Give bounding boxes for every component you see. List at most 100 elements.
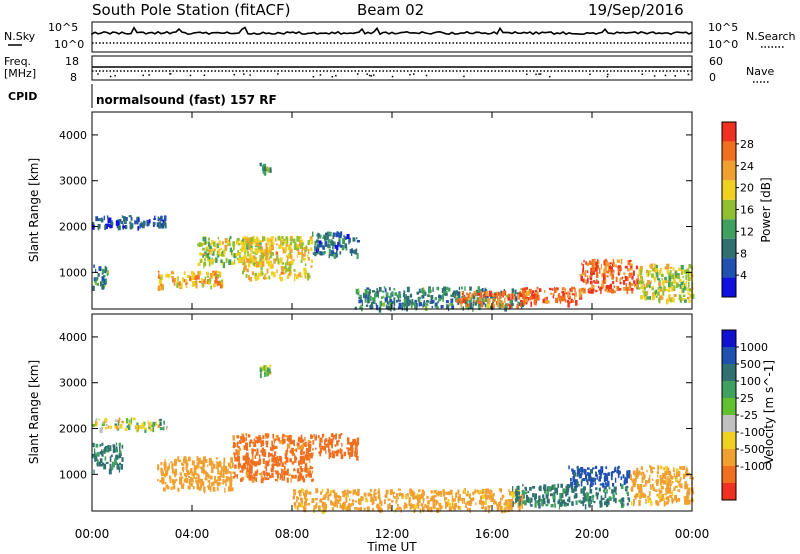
- power-ytick-label-2: 3000: [59, 175, 87, 188]
- range-cell: [356, 237, 358, 240]
- range-cell: [533, 299, 536, 305]
- range-cell: [509, 491, 512, 496]
- range-cell: [110, 454, 113, 457]
- range-cell: [229, 235, 232, 240]
- range-cell: [163, 420, 165, 425]
- range-cell: [321, 488, 324, 493]
- range-cell: [343, 234, 345, 238]
- range-cell: [121, 457, 124, 462]
- range-cell: [305, 263, 307, 266]
- range-cell: [286, 275, 290, 279]
- range-cell: [428, 287, 431, 294]
- range-cell: [495, 293, 497, 299]
- range-cell: [619, 278, 621, 283]
- range-cell: [418, 288, 421, 294]
- range-cell: [315, 447, 317, 450]
- range-cell: [112, 461, 115, 468]
- range-cell: [220, 466, 223, 472]
- range-cell: [195, 282, 198, 289]
- range-cell: [356, 438, 360, 444]
- range-cell: [498, 292, 501, 296]
- range-cell: [419, 290, 422, 293]
- range-cell: [662, 473, 665, 478]
- range-cell: [589, 277, 592, 280]
- range-cell: [191, 281, 195, 287]
- range-cell: [433, 490, 437, 494]
- range-cell: [274, 470, 276, 473]
- range-cell: [104, 224, 107, 230]
- range-cell: [573, 475, 575, 479]
- range-cell: [564, 503, 567, 507]
- range-cell: [649, 296, 652, 300]
- range-cell: [620, 476, 623, 481]
- range-cell: [586, 262, 590, 267]
- range-cell: [691, 490, 695, 495]
- range-cell: [608, 496, 612, 501]
- range-cell: [343, 489, 347, 493]
- range-cell: [602, 284, 605, 289]
- range-cell: [433, 506, 436, 510]
- range-cell: [193, 473, 195, 479]
- range-cell: [385, 489, 389, 495]
- range-cell: [582, 264, 585, 269]
- range-cell: [206, 241, 209, 244]
- range-cell: [401, 304, 404, 311]
- range-cell: [194, 276, 198, 280]
- range-cell: [208, 479, 211, 486]
- range-cell: [559, 492, 562, 497]
- range-cell: [282, 433, 285, 438]
- range-cell: [239, 463, 242, 468]
- range-cell: [320, 491, 322, 495]
- range-cell: [226, 479, 228, 483]
- range-cell: [609, 262, 612, 265]
- range-cell: [399, 492, 402, 496]
- range-cell: [335, 232, 338, 238]
- range-cell: [570, 485, 574, 490]
- range-cell: [232, 245, 235, 251]
- range-cell: [584, 287, 586, 294]
- range-cell: [341, 245, 345, 251]
- range-cell: [592, 284, 595, 291]
- range-cell: [451, 499, 454, 503]
- range-cell: [555, 287, 559, 291]
- range-cell: [154, 215, 156, 220]
- range-cell: [619, 282, 622, 285]
- range-cell: [307, 442, 310, 447]
- range-cell: [334, 244, 337, 249]
- range-cell: [311, 470, 314, 474]
- time-tick-label-0: 00:00: [75, 527, 110, 541]
- range-cell: [595, 487, 598, 491]
- range-cell: [94, 454, 97, 460]
- range-cell: [437, 301, 439, 304]
- range-cell: [106, 215, 109, 219]
- range-cell: [606, 270, 609, 274]
- time-tick-label-5: 20:00: [575, 527, 610, 541]
- range-cell: [491, 293, 494, 296]
- range-cell: [324, 438, 328, 443]
- range-cell: [376, 291, 379, 297]
- range-cell: [393, 287, 396, 291]
- range-cell: [289, 242, 293, 246]
- range-cell: [259, 246, 262, 251]
- range-cell: [655, 500, 658, 505]
- range-cell: [590, 481, 593, 485]
- range-cell: [599, 483, 603, 486]
- range-cell: [289, 263, 292, 269]
- range-cell: [349, 504, 352, 508]
- range-cell: [457, 298, 461, 301]
- range-cell: [198, 280, 202, 283]
- nave-dropout: [312, 75, 315, 78]
- range-cell: [433, 495, 437, 498]
- range-cell: [284, 470, 288, 475]
- range-cell: [216, 482, 219, 486]
- range-cell: [677, 480, 680, 484]
- range-cell: [106, 447, 109, 453]
- range-cell: [609, 269, 611, 272]
- range-cell: [617, 465, 620, 469]
- range-cell: [667, 467, 670, 472]
- range-cell: [448, 287, 451, 292]
- range-cell: [241, 256, 244, 263]
- range-cell: [213, 463, 216, 469]
- range-cell: [261, 452, 264, 456]
- range-cell: [688, 276, 692, 282]
